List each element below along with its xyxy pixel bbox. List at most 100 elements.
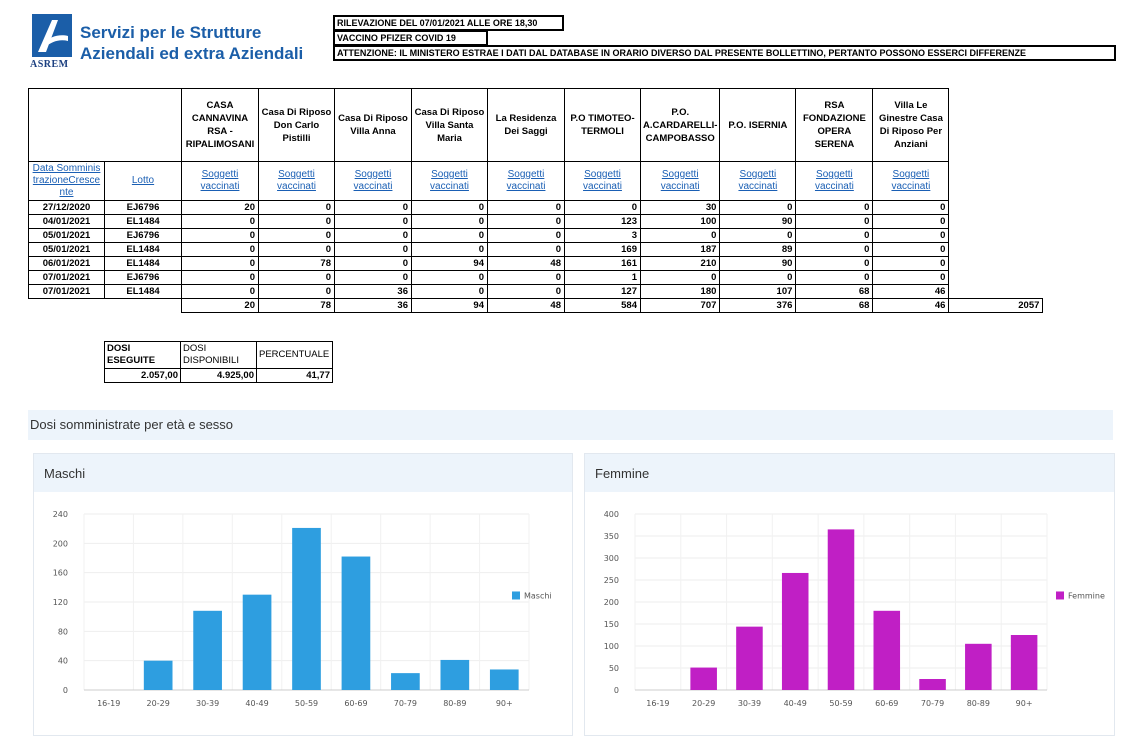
bar [965,643,992,690]
x-tick-label: 50-59 [829,699,852,708]
value-cell: 0 [411,228,488,243]
table-row: 07/01/2021 EL1484 0 0 36 0 0 127 180 107 68 46 [28,284,1043,299]
total-cell: 48 [487,298,565,313]
x-tick-label: 80-89 [967,699,990,708]
y-tick-label: 40 [58,657,68,666]
value-cell: 0 [181,242,259,257]
bar [440,659,470,690]
x-tick-label: 30-39 [196,699,219,708]
value-cell: 0 [639,228,721,243]
facility-header: P.O. ISERNIA [719,88,797,162]
subjects-vaccinated-link[interactable]: Soggetti vaccinati [277,169,316,192]
lot-cell: EL1484 [104,242,182,257]
x-tick-label: 40-49 [245,699,268,708]
bar [1010,635,1038,690]
empty-cell [949,229,1043,243]
subjects-vaccinated-link[interactable]: Soggetti vaccinati [738,169,778,192]
subjects-vaccinated-link[interactable]: Soggetti vaccinati [430,169,469,192]
subjects-vaccinated-link[interactable]: Soggetti vaccinati [583,169,622,192]
value-cell: 0 [181,214,259,229]
subjects-vaccinated-link[interactable]: Soggetti vaccinati [660,169,700,192]
value-cell: 0 [181,270,259,285]
x-tick-label: 20-29 [692,699,715,708]
bar [193,610,222,690]
subjects-vaccinated-link[interactable]: Soggetti vaccinati [353,169,393,192]
lot-cell: EL1484 [104,284,182,299]
bar [391,673,420,690]
value-cell: 0 [639,270,721,285]
value-cell: 3 [564,228,641,243]
bar-chart-female: 0 50 100 150 200 250 300 350 400 16-19 20-29 30-39 4… [604,510,1105,708]
sort-lot-link[interactable]: Lotto [131,175,155,186]
subjects-vaccinated-link[interactable]: Soggetti vaccinati [506,169,546,192]
total-cell: 36 [334,298,412,313]
value-cell: 0 [487,242,565,257]
y-tick-label: 300 [604,554,619,563]
facility-header: CASA CANNAVINA RSA - RIPALIMOSANI [181,88,259,162]
subjects-vaccinated-link[interactable]: Soggetti vaccinati [891,169,931,192]
total-cell: 94 [411,298,488,313]
value-cell: 0 [334,242,412,257]
value-cell: 0 [872,270,950,285]
vaccination-table: CASA CANNAVINA RSA - RIPALIMOSANI Casa Di… [28,88,1044,313]
x-tick-label: 80-89 [443,699,466,708]
value-cell: 0 [487,270,565,285]
value-cell: 0 [872,200,950,215]
x-tick-label: 60-69 [344,699,367,708]
value-cell: 123 [564,214,641,229]
x-tick-label: 60-69 [875,699,898,708]
summary-header-done: DOSI ESEGUITE [104,341,181,369]
date-cell: 07/01/2021 [28,284,105,299]
value-cell: 0 [334,200,412,215]
value-cell: 20 [181,200,259,215]
subjects-header-cell: Soggetti vaccinati [564,161,641,201]
subjects-vaccinated-link[interactable]: Soggetti vaccinati [200,169,240,192]
value-cell: 90 [719,256,797,271]
value-cell: 0 [334,214,412,229]
value-cell: 0 [258,214,335,229]
x-tick-label: 30-39 [738,699,761,708]
value-cell: 0 [411,270,488,285]
value-cell: 0 [258,284,335,299]
table-header-row: CASA CANNAVINA RSA - RIPALIMOSANI Casa Di… [28,88,1043,162]
value-cell: 210 [639,256,721,271]
notice-warning: ATTENZIONE: IL MINISTERO ESTRAE I DATI D… [333,45,1116,61]
legend-swatch [512,591,520,600]
table-row: 07/01/2021 EJ6796 0 0 0 0 0 1 0 0 0 0 [28,270,1043,285]
value-cell: 0 [258,228,335,243]
totals-row: 20 78 36 94 48 584 707 376 68 46 2057 [29,298,1044,313]
lot-cell: EL1484 [104,214,182,229]
y-tick-label: 0 [63,686,68,695]
facility-header: La Residenza Dei Saggi [487,88,565,162]
summary-value-percent: 41,77 [256,368,333,383]
date-cell: 07/01/2021 [28,270,105,285]
subjects-header-cell: Soggetti vaccinati [719,161,797,201]
table-corner-cell [28,88,182,162]
x-tick-label: 16-19 [97,699,120,708]
y-tick-label: 200 [53,539,68,548]
value-cell: 161 [564,256,641,271]
value-cell: 90 [719,214,797,229]
subjects-vaccinated-link[interactable]: Soggetti vaccinati [814,169,854,192]
value-cell: 0 [872,214,950,229]
summary-table: DOSI ESEGUITE DOSI DISPONIBILI PERCENTUA… [104,341,333,383]
asrem-logo: ASREM [30,14,75,70]
bar [736,626,763,690]
value-cell: 0 [487,228,565,243]
bar [827,529,855,690]
value-cell: 180 [639,284,721,299]
value-cell: 0 [334,256,412,271]
notice-vaccine: VACCINO PFIZER COVID 19 [333,30,488,46]
chart-panel-male: Maschi 0 40 80 120 160 200 240 16-19 20-29 30-39 4… [33,453,573,736]
logo-mark [32,14,72,57]
total-cell: 376 [719,298,797,313]
bar [919,679,946,690]
subjects-header-cell: Soggetti vaccinati [181,161,259,201]
legend-label: Femmine [1068,591,1105,600]
bar [781,572,809,690]
sort-date-link[interactable]: Data SomministrazioneCrescente [32,163,101,198]
value-cell: 36 [334,284,412,299]
empty-cell [949,285,1043,299]
bar [143,660,173,690]
chart-title: Femmine [595,466,650,481]
